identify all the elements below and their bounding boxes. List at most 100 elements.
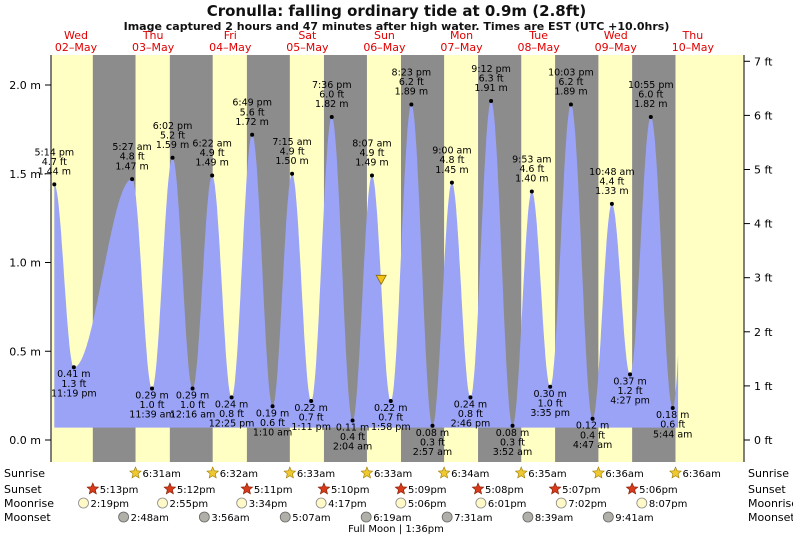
low-tide-point	[628, 372, 633, 377]
low-tide-point	[670, 406, 675, 411]
high-tide-point	[529, 189, 534, 194]
high-tide-label: 1.59 m	[156, 140, 189, 151]
moonset-icon	[522, 511, 534, 523]
moonrise-time: 2:19pm	[90, 499, 129, 510]
moonset-time: 7:31am	[454, 513, 492, 524]
high-tide-label: 1.50 m	[275, 156, 308, 167]
low-tide-label: 0.41 m	[57, 369, 90, 380]
day-date: 03–May	[132, 41, 175, 54]
sunrise-time: 6:33am	[297, 469, 335, 480]
low-tide-label: 0.29 m	[135, 391, 168, 402]
moonrise-time: 4:17pm	[328, 499, 367, 510]
moonset-icon	[360, 511, 372, 523]
current-tide-marker	[375, 274, 387, 286]
sunrise-icon	[360, 466, 374, 479]
high-tide-label: 1.47 m	[115, 161, 148, 172]
sunrise-icon	[669, 466, 682, 479]
right-axis-tick-label: 7 ft	[754, 55, 773, 68]
low-tide-label: 0.8 ft	[458, 409, 483, 420]
high-tide-label: 6:02 pm	[153, 121, 193, 132]
low-tide-label: 0.24 m	[215, 399, 248, 410]
row-label-right: Sunrise	[748, 467, 789, 480]
left-axis-tick-label: 2.0 m	[9, 79, 41, 92]
moonset-time: 3:56am	[211, 513, 249, 524]
left-axis-tick-label: 0.5 m	[9, 345, 41, 358]
moonset-time: 5:07am	[292, 513, 330, 524]
row-label-left: Moonset	[4, 511, 51, 524]
low-tide-label: 0.8 ft	[219, 409, 244, 420]
high-tide-label: 10:55 pm	[628, 80, 674, 91]
right-axis-tick-label: 1 ft	[754, 380, 773, 393]
right-axis-tick-label: 2 ft	[754, 326, 773, 339]
moonset-time: 9:41am	[615, 513, 653, 524]
moonset-time: 6:19am	[373, 513, 411, 524]
row-label-left: Sunrise	[4, 467, 45, 480]
day-date: 09–May	[595, 41, 638, 54]
low-tide-label: 4:47 am	[573, 440, 612, 451]
day-date: 06–May	[363, 41, 406, 54]
sunrise-time: 6:35am	[528, 469, 566, 480]
sunset-icon	[625, 482, 639, 495]
low-tide-label: 3:35 pm	[530, 408, 570, 419]
low-tide-point	[270, 404, 275, 409]
low-tide-label: 0.4 ft	[340, 432, 365, 443]
sunrise-time: 6:36am	[683, 469, 721, 480]
day-name: Fri	[224, 29, 237, 42]
row-label-left: Moonrise	[4, 497, 54, 510]
high-tide-label: 4.8 ft	[120, 152, 145, 163]
high-tide-point	[329, 114, 334, 119]
low-tide-label: 0.3 ft	[420, 437, 445, 448]
high-tide-label: 8:07 am	[352, 139, 391, 150]
row-label-right: Moonrise	[748, 497, 793, 510]
chart-subtitle: Image captured 2 hours and 47 minutes af…	[123, 20, 670, 33]
low-tide-label: 0.08 m	[416, 428, 449, 439]
high-tide-label: 4.9 ft	[359, 148, 384, 159]
low-tide-label: 1.0 ft	[180, 400, 205, 411]
high-tide-label: 1.72 m	[235, 117, 268, 128]
sunrise-time: 6:33am	[374, 469, 412, 480]
low-tide-label: 1.3 ft	[61, 379, 86, 390]
right-axis-tick-label: 4 ft	[754, 218, 773, 231]
day-name: Sun	[374, 29, 395, 42]
left-axis-tick-label: 1.0 m	[9, 257, 41, 270]
sunset-icon	[240, 482, 254, 495]
row-label-left: Sunset	[4, 483, 42, 496]
moonrise-time: 2:55pm	[170, 499, 209, 510]
high-tide-label: 5:14 pm	[34, 147, 74, 158]
sunrise-icon	[514, 466, 528, 479]
sunrise-icon	[206, 466, 220, 479]
right-axis-tick-label: 0 ft	[754, 434, 773, 447]
high-tide-label: 4.8 ft	[439, 155, 464, 166]
left-axis-tick-label: 1.5 m	[9, 168, 41, 181]
moonset-time: 2:48am	[131, 513, 169, 524]
high-tide-label: 8:23 pm	[392, 68, 432, 79]
high-tide-point	[449, 180, 454, 185]
moonrise-time: 6:01pm	[488, 499, 527, 510]
high-tide-label: 9:53 am	[512, 155, 551, 166]
high-tide-point	[170, 155, 175, 160]
moonset-icon	[602, 511, 614, 523]
low-tide-label: 1:11 pm	[291, 422, 331, 433]
day-name: Thu	[682, 29, 704, 42]
high-tide-label: 4.6 ft	[519, 164, 544, 175]
moonrise-time: 5:06pm	[408, 499, 447, 510]
high-tide-point	[489, 98, 494, 103]
low-tide-point	[350, 418, 355, 423]
low-tide-label: 2:57 am	[413, 447, 452, 458]
moonrise-icon	[555, 497, 567, 509]
high-tide-label: 6:22 am	[192, 139, 231, 150]
high-tide-label: 1.91 m	[474, 83, 507, 94]
low-tide-label: 1.0 ft	[140, 400, 165, 411]
day-name: Wed	[64, 29, 88, 42]
low-tide-label: 0.19 m	[256, 408, 289, 419]
low-tide-point	[590, 416, 595, 421]
high-tide-label: 1.44 m	[38, 167, 71, 178]
high-tide-label: 1.89 m	[395, 87, 428, 98]
high-tide-label: 6.0 ft	[638, 90, 663, 101]
sunrise-time: 6:31am	[143, 469, 181, 480]
full-moon-label: Full Moon | 1:36pm	[348, 524, 444, 535]
sunset-icon	[548, 482, 562, 495]
row-label-right: Sunset	[748, 483, 786, 496]
moonrise-time: 7:02pm	[568, 499, 607, 510]
